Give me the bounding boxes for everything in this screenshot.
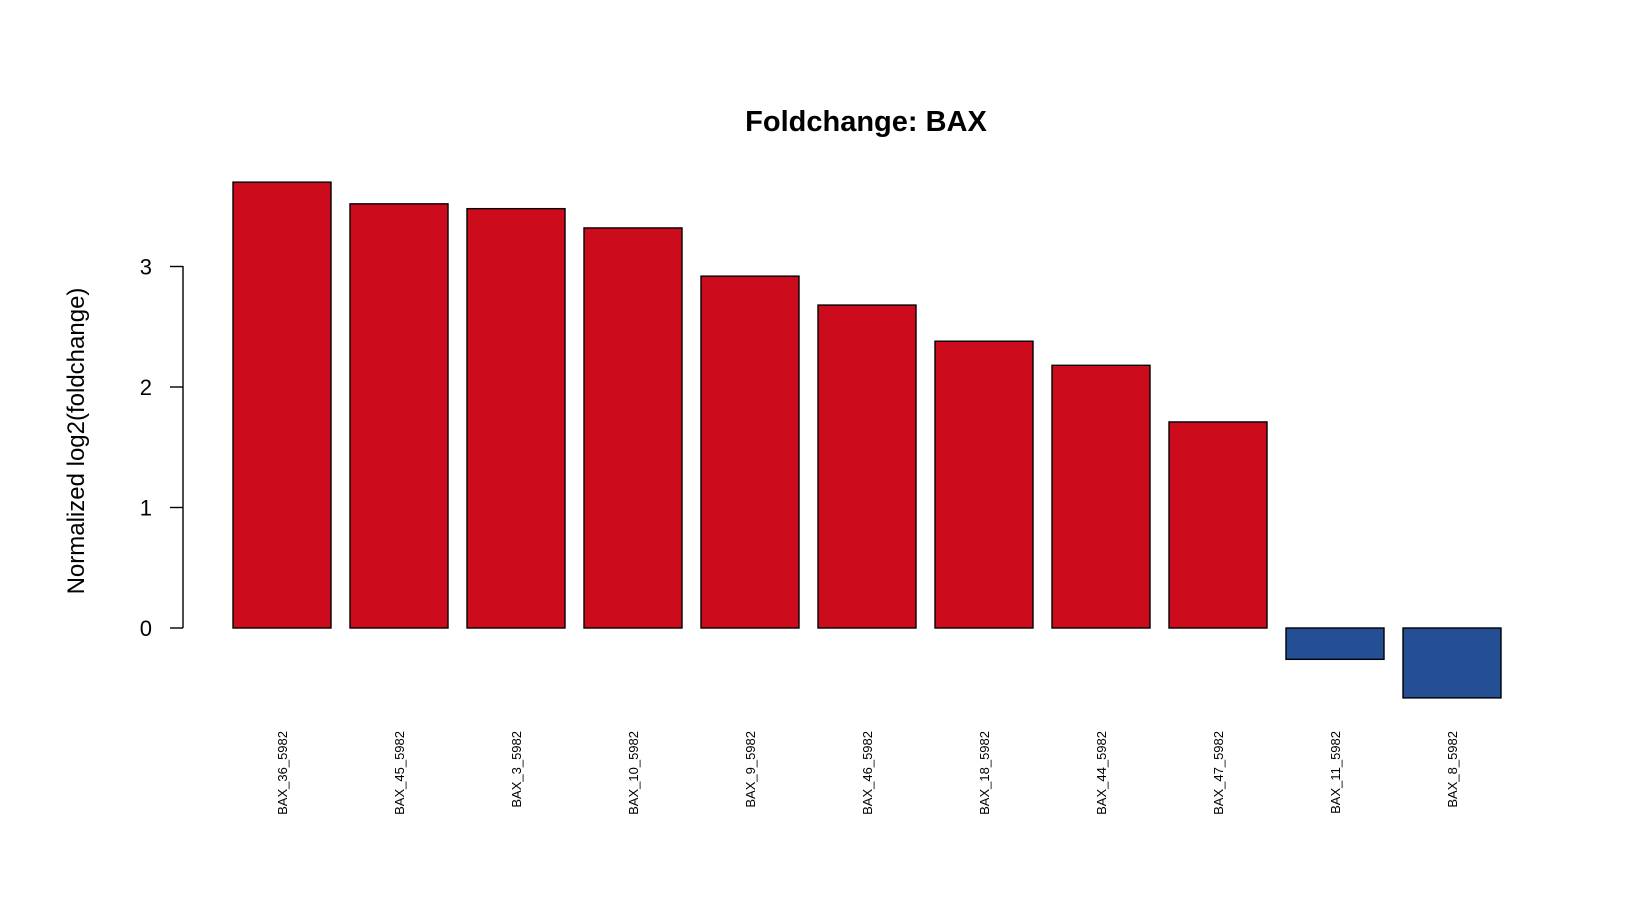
bar [934, 340, 1034, 629]
bar [232, 181, 332, 629]
x-tick-label: BAX_10_5982 [626, 731, 641, 815]
bars [232, 181, 1502, 699]
x-tick-label: BAX_9_5982 [743, 731, 758, 808]
bar [583, 227, 683, 629]
x-tick-label: BAX_36_5982 [275, 731, 290, 815]
x-axis-ticks: BAX_36_5982 BAX_45_5982 BAX_3_5982 BAX_10_5… [275, 731, 1460, 815]
bar [466, 207, 566, 629]
y-tick-label: 2 [140, 375, 152, 400]
bar [700, 275, 800, 629]
x-tick-label: BAX_44_5982 [1094, 731, 1109, 815]
y-axis-label: Normalized log2(foldchange) [63, 288, 90, 595]
bar [1285, 627, 1385, 661]
y-tick-label: 3 [140, 255, 152, 280]
bar [817, 304, 917, 629]
chart-title: Foldchange: BAX [745, 106, 987, 138]
y-axis-ticks: 0 1 2 3 [140, 255, 183, 641]
y-tick-label: 1 [140, 496, 152, 521]
x-tick-label: BAX_18_5982 [977, 731, 992, 815]
x-tick-label: BAX_47_5982 [1211, 731, 1226, 815]
x-tick-label: BAX_11_5982 [1328, 731, 1343, 814]
bar [1051, 364, 1151, 629]
x-tick-label: BAX_45_5982 [392, 731, 407, 815]
bar [349, 203, 449, 629]
x-tick-label: BAX_3_5982 [509, 731, 524, 808]
bar [1402, 627, 1502, 699]
x-tick-label: BAX_8_5982 [1445, 731, 1460, 808]
x-tick-label: BAX_46_5982 [860, 731, 875, 815]
y-tick-label: 0 [140, 616, 152, 641]
bar [1168, 421, 1268, 629]
